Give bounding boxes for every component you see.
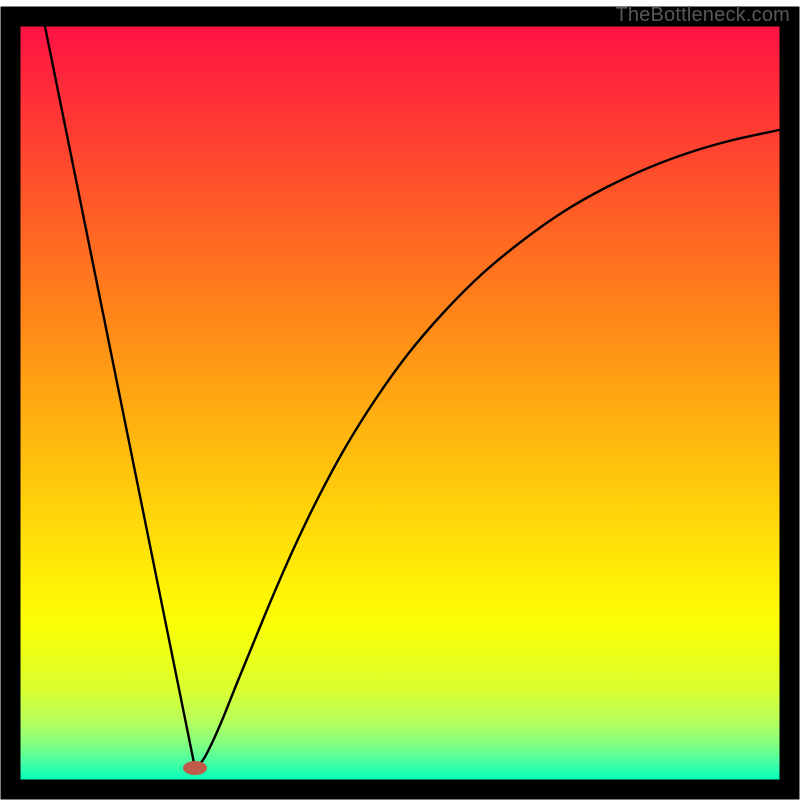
gradient-background [21,27,780,780]
optimal-point-marker [183,761,207,775]
bottleneck-chart [0,0,800,800]
watermark-text: TheBottleneck.com [615,4,790,27]
chart-stage: TheBottleneck.com [0,0,800,800]
